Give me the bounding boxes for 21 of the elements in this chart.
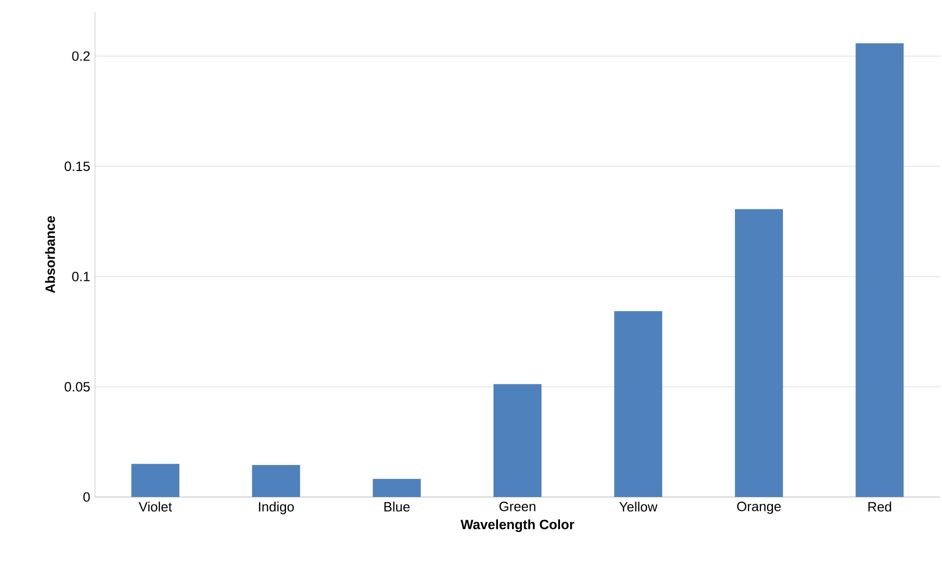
bar [252, 465, 300, 497]
x-tick-label: Violet [138, 502, 172, 512]
x-axis-title: Wavelength Color [460, 519, 574, 532]
x-tick-label: Red [868, 502, 892, 512]
y-tick-label: 0.1 [72, 272, 90, 282]
bar [372, 478, 421, 497]
x-tick-label: Indigo [258, 502, 294, 514]
bar [614, 311, 662, 497]
bar [734, 209, 783, 497]
y-tick-label: 0.15 [64, 162, 90, 172]
x-tick-label: Blue [384, 502, 410, 512]
bar [131, 464, 180, 497]
x-tick-label: Yellow [619, 502, 658, 512]
bar [494, 384, 542, 497]
x-tick-label: Orange [737, 502, 781, 514]
x-tick-label: Green [499, 502, 536, 512]
y-axis-title: Absorbance [45, 216, 55, 294]
y-tick-label: 0.05 [64, 382, 90, 392]
y-tick-label: 0.2 [72, 51, 90, 61]
y-tick-label: 0 [83, 492, 90, 502]
bar [856, 43, 904, 497]
